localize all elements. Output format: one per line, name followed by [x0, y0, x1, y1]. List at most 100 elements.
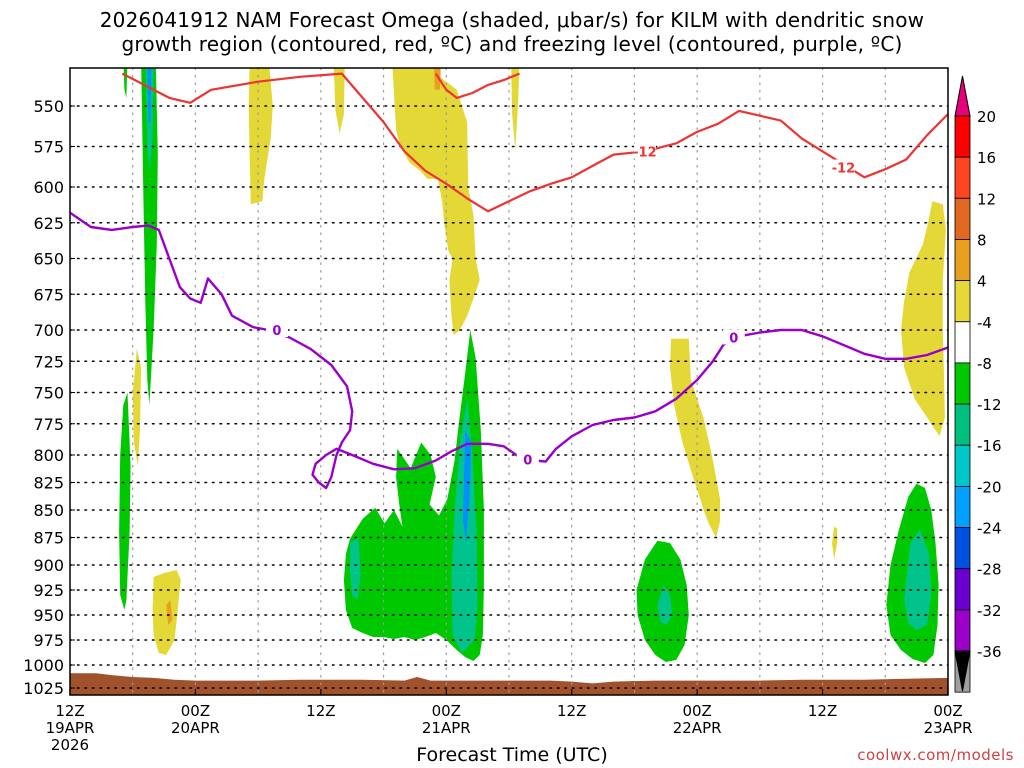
omega-area-yellow-14 [333, 68, 345, 134]
freezing-label-1: 0 [272, 324, 281, 339]
colorbar-box-8 [954, 444, 971, 487]
y-tick-label-675: 675 [33, 285, 64, 304]
credit-text: coolwx.com/models [857, 746, 1014, 764]
colorbar-label-8: -16 [977, 437, 1002, 455]
freezing-label-2-bg [516, 451, 539, 467]
omega-area-yellow-18 [132, 348, 142, 466]
x-tick-label-0-3: 2026 [51, 736, 89, 754]
colorbar-label-4: 4 [977, 273, 987, 291]
freezing-label-3: 0 [729, 332, 738, 347]
dgz-label-1: -12 [633, 145, 657, 160]
colorbar-label-11: -28 [977, 561, 1002, 579]
colorbar-box-2 [954, 197, 971, 240]
omega-area-yellow-22 [832, 526, 838, 560]
omega-area-green-2 [141, 68, 158, 405]
omega-area-yellow-23 [901, 201, 946, 437]
x-tick-label-36-2: 21APR [422, 719, 471, 737]
omega-area-teal-8 [350, 537, 361, 600]
omega-area-orange-16 [434, 68, 441, 90]
freezing-label-2: 0 [523, 453, 532, 468]
x-tick-label-12-2: 20APR [171, 719, 220, 737]
omega-area-yellow-21 [670, 338, 721, 538]
omega-area-yellow-19 [152, 570, 181, 655]
dgz-label-2-bg [832, 159, 855, 175]
colorbar-label-3: 8 [977, 231, 987, 249]
colorbar-top-triangle [954, 75, 971, 117]
x-tick-label-24-1: 12Z [306, 702, 335, 720]
dgz-isotherm-line [121, 72, 948, 213]
dgz-label-1-bg [633, 143, 656, 159]
colorbar-box-7 [954, 403, 971, 446]
y-tick-label-575: 575 [33, 138, 64, 157]
x-tick-label-72-1: 12Z [808, 702, 837, 720]
x-tick-label-36-1: 00Z [432, 702, 461, 720]
y-tick-label-825: 825 [33, 474, 64, 493]
y-tick-label-900: 900 [33, 556, 64, 575]
chart-title-line1: 2026041912 NAM Forecast Omega (shaded, μ… [99, 8, 925, 32]
y-tick-label-550: 550 [33, 97, 64, 116]
colorbar-label-7: -12 [977, 396, 1002, 414]
colorbar-label-6: -8 [977, 355, 992, 373]
contour-lines: -12 -12 0 0 0 [70, 72, 948, 490]
omega-area-orange-20 [166, 600, 173, 625]
omega-area-teal-10 [657, 585, 673, 625]
colorbar-label-9: -20 [977, 478, 1002, 496]
colorbar-label-12: -32 [977, 602, 1002, 620]
freezing-level-line [70, 211, 948, 490]
colorbar-box-10 [954, 527, 971, 570]
chart-title-line2: growth region (contoured, red, ºC) and f… [121, 32, 903, 56]
colorbar-box-11 [954, 568, 971, 611]
omega-area-blue-7 [463, 430, 472, 543]
y-tick-label-950: 950 [33, 606, 64, 625]
y-axis: 550 575 600 625 650 675 700 725 750 775 800 825 850 8… [23, 97, 75, 698]
y-tick-label-1000: 1000 [23, 656, 64, 675]
colorbar-box-3 [954, 239, 971, 282]
colorbar-label-2: 12 [977, 190, 996, 208]
y-tick-label-925: 925 [33, 581, 64, 600]
colorbar-box-0 [954, 115, 971, 158]
omega-area-green-5 [343, 330, 484, 661]
freezing-label-3-bg [722, 329, 745, 345]
grid-lines [70, 68, 948, 695]
dgz-label-2: -12 [832, 162, 856, 177]
y-tick-label-1025: 1025 [23, 679, 64, 698]
colorbar-label-1: 16 [977, 149, 996, 167]
plot-frame [69, 67, 949, 696]
omega-area-blue-4 [147, 68, 152, 123]
colorbar-label-5: -4 [977, 314, 992, 332]
omega-area-teal-12 [904, 529, 932, 630]
omega-area-yellow-13 [248, 68, 273, 205]
y-tick-label-875: 875 [33, 529, 64, 548]
colorbar: 20 16 12 8 4 -4 -8 -12 -16 -20 -24 -28 -32 -36 [954, 75, 1002, 693]
colorbar-box-9 [954, 485, 971, 528]
colorbar-label-0: 20 [977, 108, 996, 126]
y-tick-label-775: 775 [33, 415, 64, 434]
colorbar-box-4 [954, 280, 971, 323]
x-tick-label-60-1: 00Z [682, 702, 711, 720]
x-axis-label: Forecast Time (UTC) [416, 744, 608, 766]
y-tick-label-625: 625 [33, 214, 64, 233]
x-tick-label-60-2: 22APR [673, 719, 722, 737]
y-tick-label-600: 600 [33, 178, 64, 197]
x-tick-label-0-2: 19APR [46, 719, 95, 737]
y-tick-label-975: 975 [33, 631, 64, 650]
y-tick-label-800: 800 [33, 446, 64, 465]
colorbar-bottom-triangle [954, 650, 971, 692]
x-tick-label-0-1: 12Z [55, 702, 84, 720]
x-tick-label-84-2: 23APR [924, 719, 973, 737]
colorbar-box-1 [954, 156, 971, 199]
colorbar-box-5 [954, 321, 971, 364]
omega-area-green-0 [119, 392, 131, 610]
y-tick-label-700: 700 [33, 321, 64, 340]
colorbar-box-6 [954, 362, 971, 405]
y-tick-label-650: 650 [33, 250, 64, 269]
x-tick-label-12-1: 00Z [181, 702, 210, 720]
freezing-label-1-bg [265, 322, 288, 337]
dgz-isotherm-upper-line [434, 72, 520, 100]
colorbar-label-13: -36 [977, 643, 1002, 661]
x-tick-label-48-1: 12Z [557, 702, 586, 720]
omega-area-yellow-17 [511, 68, 520, 150]
y-tick-label-850: 850 [33, 501, 64, 520]
